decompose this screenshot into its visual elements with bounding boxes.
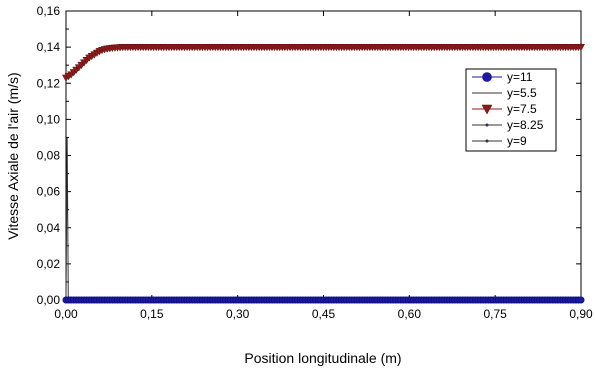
legend-box <box>465 68 557 152</box>
data-point <box>576 43 586 52</box>
y-axis-title: Vitesse Axiale de l'air (m/s) <box>5 72 21 239</box>
series-y-7-5 <box>61 43 586 82</box>
series-line <box>65 137 581 301</box>
legend-label: y=5.5 <box>507 86 537 100</box>
legend-label: y=7.5 <box>507 102 537 116</box>
legend-label: y=8.25 <box>507 118 544 132</box>
axis-ticks <box>65 10 582 301</box>
y-tick-label: 0,02 <box>37 257 61 271</box>
y-tick-label: 0,12 <box>37 76 61 90</box>
legend-marker <box>485 123 489 127</box>
x-tick-label: 0,30 <box>226 307 250 321</box>
legend-item-y-11: y=11 <box>472 70 533 84</box>
legend-item-y-9: y=9 <box>472 134 527 148</box>
series-y-11 <box>62 296 585 304</box>
x-tick-label: 0,75 <box>483 307 507 321</box>
legend-marker <box>481 104 493 115</box>
x-tick-labels: 0,00 0,15 0,30 0,45 0,60 0,75 0,90 <box>54 307 593 321</box>
y-tick-label: 0,08 <box>37 149 61 163</box>
y-tick-label: 0,14 <box>37 40 61 54</box>
legend-marker <box>482 72 492 82</box>
y-tick-label: 0,04 <box>37 221 61 235</box>
series-y-5-5 <box>65 137 581 301</box>
x-tick-label: 0,90 <box>569 307 593 321</box>
legend-marker <box>485 139 489 143</box>
x-tick-label: 0,15 <box>140 307 164 321</box>
y-tick-label: 0,16 <box>37 4 61 18</box>
x-tick-label: 0,45 <box>312 307 336 321</box>
x-tick-label: 0,00 <box>54 307 78 321</box>
legend: y=11 y=5.5 y=7.5 y=8.25 y=9 <box>465 68 557 152</box>
legend-item-y-7-5: y=7.5 <box>472 102 537 116</box>
x-tick-label: 0,60 <box>398 307 422 321</box>
legend-item-y-8-25: y=8.25 <box>472 118 544 132</box>
plot-frame <box>65 10 582 301</box>
y-tick-label: 0,10 <box>37 112 61 126</box>
data-point <box>577 296 585 304</box>
legend-label: y=11 <box>507 70 533 84</box>
x-axis-title: Position longitudinale (m) <box>244 350 401 366</box>
legend-item-y-5-5: y=5.5 <box>472 86 537 100</box>
legend-label: y=9 <box>507 134 527 148</box>
y-tick-label: 0,00 <box>37 293 61 307</box>
series-layer <box>61 43 586 304</box>
y-tick-label: 0,06 <box>37 185 61 199</box>
y-tick-labels: 0,00 0,02 0,04 0,06 0,08 0,10 0,12 0,14 0,16 <box>37 4 61 307</box>
